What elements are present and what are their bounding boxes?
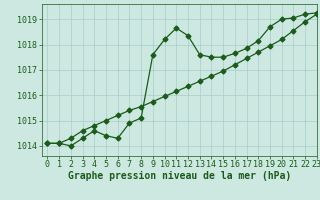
X-axis label: Graphe pression niveau de la mer (hPa): Graphe pression niveau de la mer (hPa): [68, 171, 291, 181]
